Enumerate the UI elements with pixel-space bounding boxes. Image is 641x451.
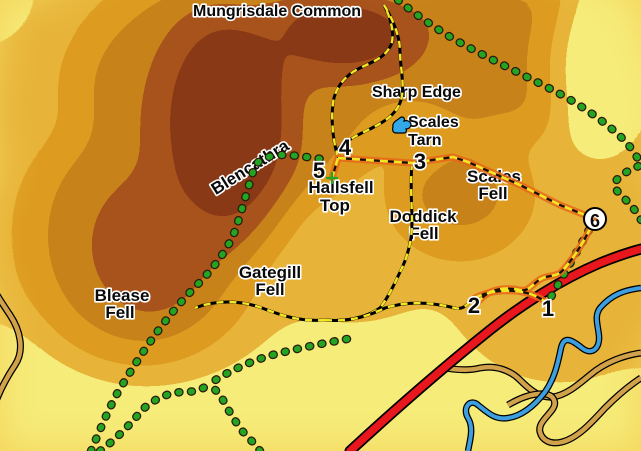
svg-text:Fell: Fell [478,184,507,203]
svg-text:5: 5 [313,158,325,183]
svg-text:2: 2 [468,293,480,318]
svg-text:Scales: Scales [408,114,459,131]
svg-text:Top: Top [320,196,350,215]
svg-text:Fell: Fell [255,280,284,299]
svg-text:Fell: Fell [409,224,438,243]
svg-text:6: 6 [590,211,600,231]
svg-text:1: 1 [542,296,554,321]
svg-text:Tarn: Tarn [408,132,441,149]
svg-text:4: 4 [339,135,352,160]
svg-text:3: 3 [414,149,426,174]
svg-text:Sharp Edge: Sharp Edge [372,84,461,101]
svg-text:Mungrisdale Common: Mungrisdale Common [193,3,361,20]
svg-text:Fell: Fell [105,303,134,322]
